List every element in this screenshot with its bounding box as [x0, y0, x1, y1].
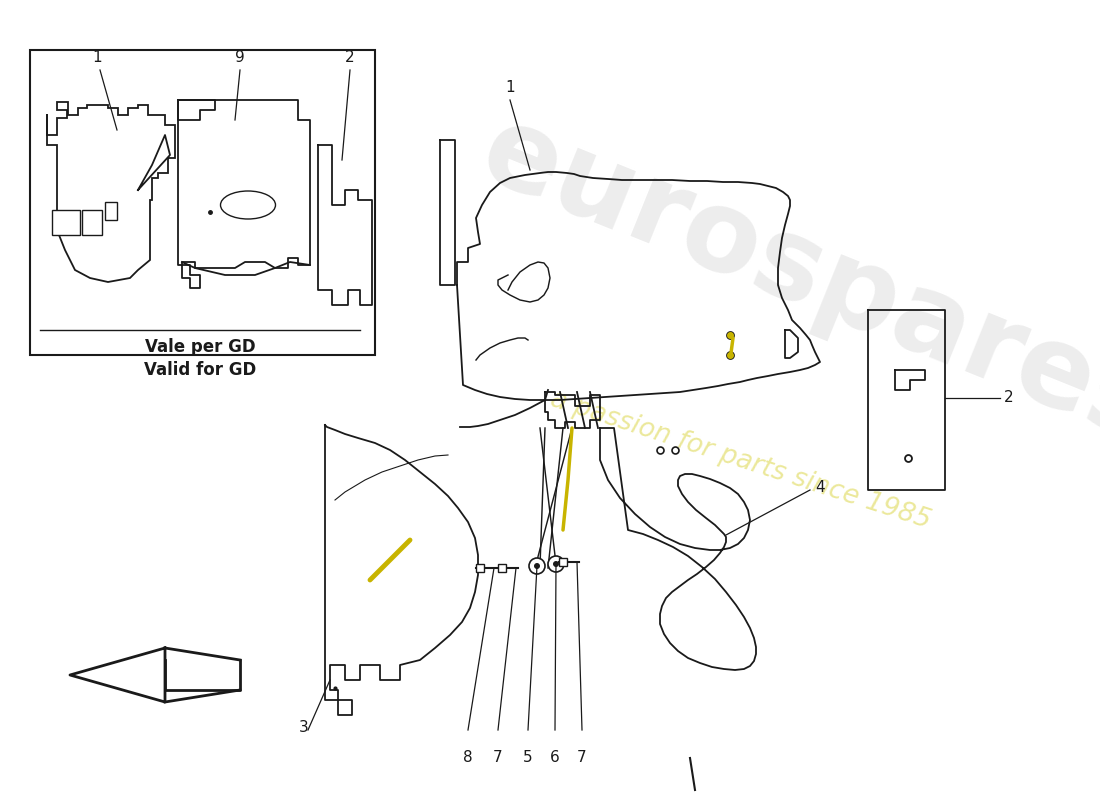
Text: 1: 1	[92, 50, 102, 65]
Bar	[559, 558, 566, 566]
Text: Vale per GD
Valid for GD: Vale per GD Valid for GD	[144, 338, 256, 379]
Circle shape	[529, 558, 544, 574]
Ellipse shape	[220, 191, 275, 219]
Polygon shape	[70, 648, 240, 702]
Circle shape	[534, 563, 540, 569]
Bar	[82, 210, 102, 235]
Circle shape	[553, 561, 559, 567]
Text: 7: 7	[493, 750, 503, 765]
Text: 9: 9	[235, 50, 245, 65]
Bar	[498, 564, 506, 572]
Circle shape	[548, 556, 564, 572]
Text: 6: 6	[550, 750, 560, 765]
Bar	[104, 202, 117, 220]
Text: 1: 1	[505, 80, 515, 95]
Text: 2: 2	[1004, 390, 1013, 406]
Text: a passion for parts since 1985: a passion for parts since 1985	[547, 386, 934, 534]
Text: 2: 2	[345, 50, 355, 65]
Text: 8: 8	[463, 750, 473, 765]
Text: 4: 4	[815, 481, 825, 495]
Text: 3: 3	[299, 720, 309, 735]
Text: 7: 7	[578, 750, 586, 765]
Text: 5: 5	[524, 750, 532, 765]
Bar	[52, 210, 80, 235]
Bar	[30, 50, 375, 355]
Bar	[476, 564, 484, 572]
Text: eurospares: eurospares	[465, 94, 1100, 466]
